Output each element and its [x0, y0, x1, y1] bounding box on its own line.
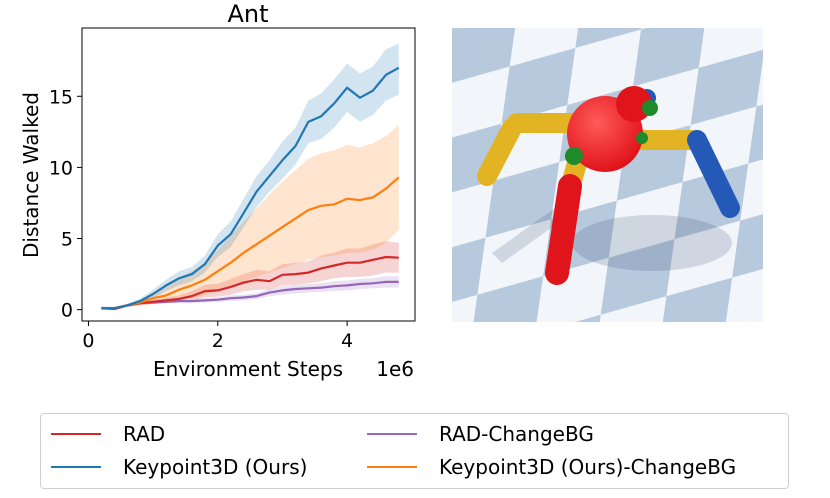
legend-line-keypoint3d-changebg — [367, 466, 417, 468]
plot-frame — [81, 27, 416, 322]
x-axis-multiplier: 1e6 — [376, 357, 414, 381]
line-keypoint3d-ours-changebg — [101, 176, 400, 310]
legend-item-rad: RAD — [51, 419, 165, 449]
line-keypoint3d-ours — [101, 66, 400, 310]
legend-item-keypoint3d-changebg: Keypoint3D (Ours)-ChangeBG — [367, 452, 736, 482]
ant-shadow — [492, 203, 732, 271]
chart-title: Ant — [227, 0, 268, 28]
x-tick-label: 0 — [82, 330, 94, 352]
band-rad — [101, 241, 399, 311]
legend-label-rad: RAD — [123, 422, 166, 446]
ant-joints — [565, 100, 658, 165]
y-axis: 0 5 10 15 — [49, 86, 82, 322]
legend-label-rad-changebg: RAD-ChangeBG — [439, 422, 594, 446]
legend-item-rad-changebg: RAD-ChangeBG — [367, 419, 594, 449]
legend: RAD Keypoint3D (Ours) RAD-ChangeBG Keypo… — [40, 413, 789, 489]
legend-line-rad-changebg — [367, 433, 417, 435]
chart: Ant 0 2 4 0 5 10 15 Environment Steps 1e6 Dis… — [19, 0, 416, 381]
x-axis-label: Environment Steps — [153, 357, 343, 381]
y-tick-label: 15 — [49, 86, 73, 108]
line-rad — [101, 255, 399, 310]
legend-line-keypoint3d — [51, 466, 101, 468]
x-axis: 0 2 4 — [82, 321, 353, 352]
legend-label-keypoint3d-changebg: Keypoint3D (Ours)-ChangeBG — [439, 455, 737, 479]
legend-label-keypoint3d: Keypoint3D (Ours) — [123, 455, 308, 479]
y-tick-label: 10 — [49, 157, 73, 179]
ant-head — [616, 86, 652, 122]
legend-line-rad — [51, 433, 101, 435]
x-tick-label: 2 — [212, 330, 224, 352]
legend-item-keypoint3d: Keypoint3D (Ours) — [51, 452, 307, 482]
x-tick-label: 4 — [341, 330, 353, 352]
y-tick-label: 0 — [61, 300, 73, 322]
ant-render-image — [452, 28, 763, 322]
series-lines — [101, 66, 400, 310]
confidence-bands — [101, 43, 399, 311]
y-axis-label: Distance Walked — [19, 92, 43, 258]
ant-legs — [477, 89, 740, 285]
y-tick-label: 5 — [61, 229, 73, 251]
band-keypoint3d-ours — [101, 43, 399, 310]
band-keypoint3d-ours-changebg — [101, 124, 399, 310]
